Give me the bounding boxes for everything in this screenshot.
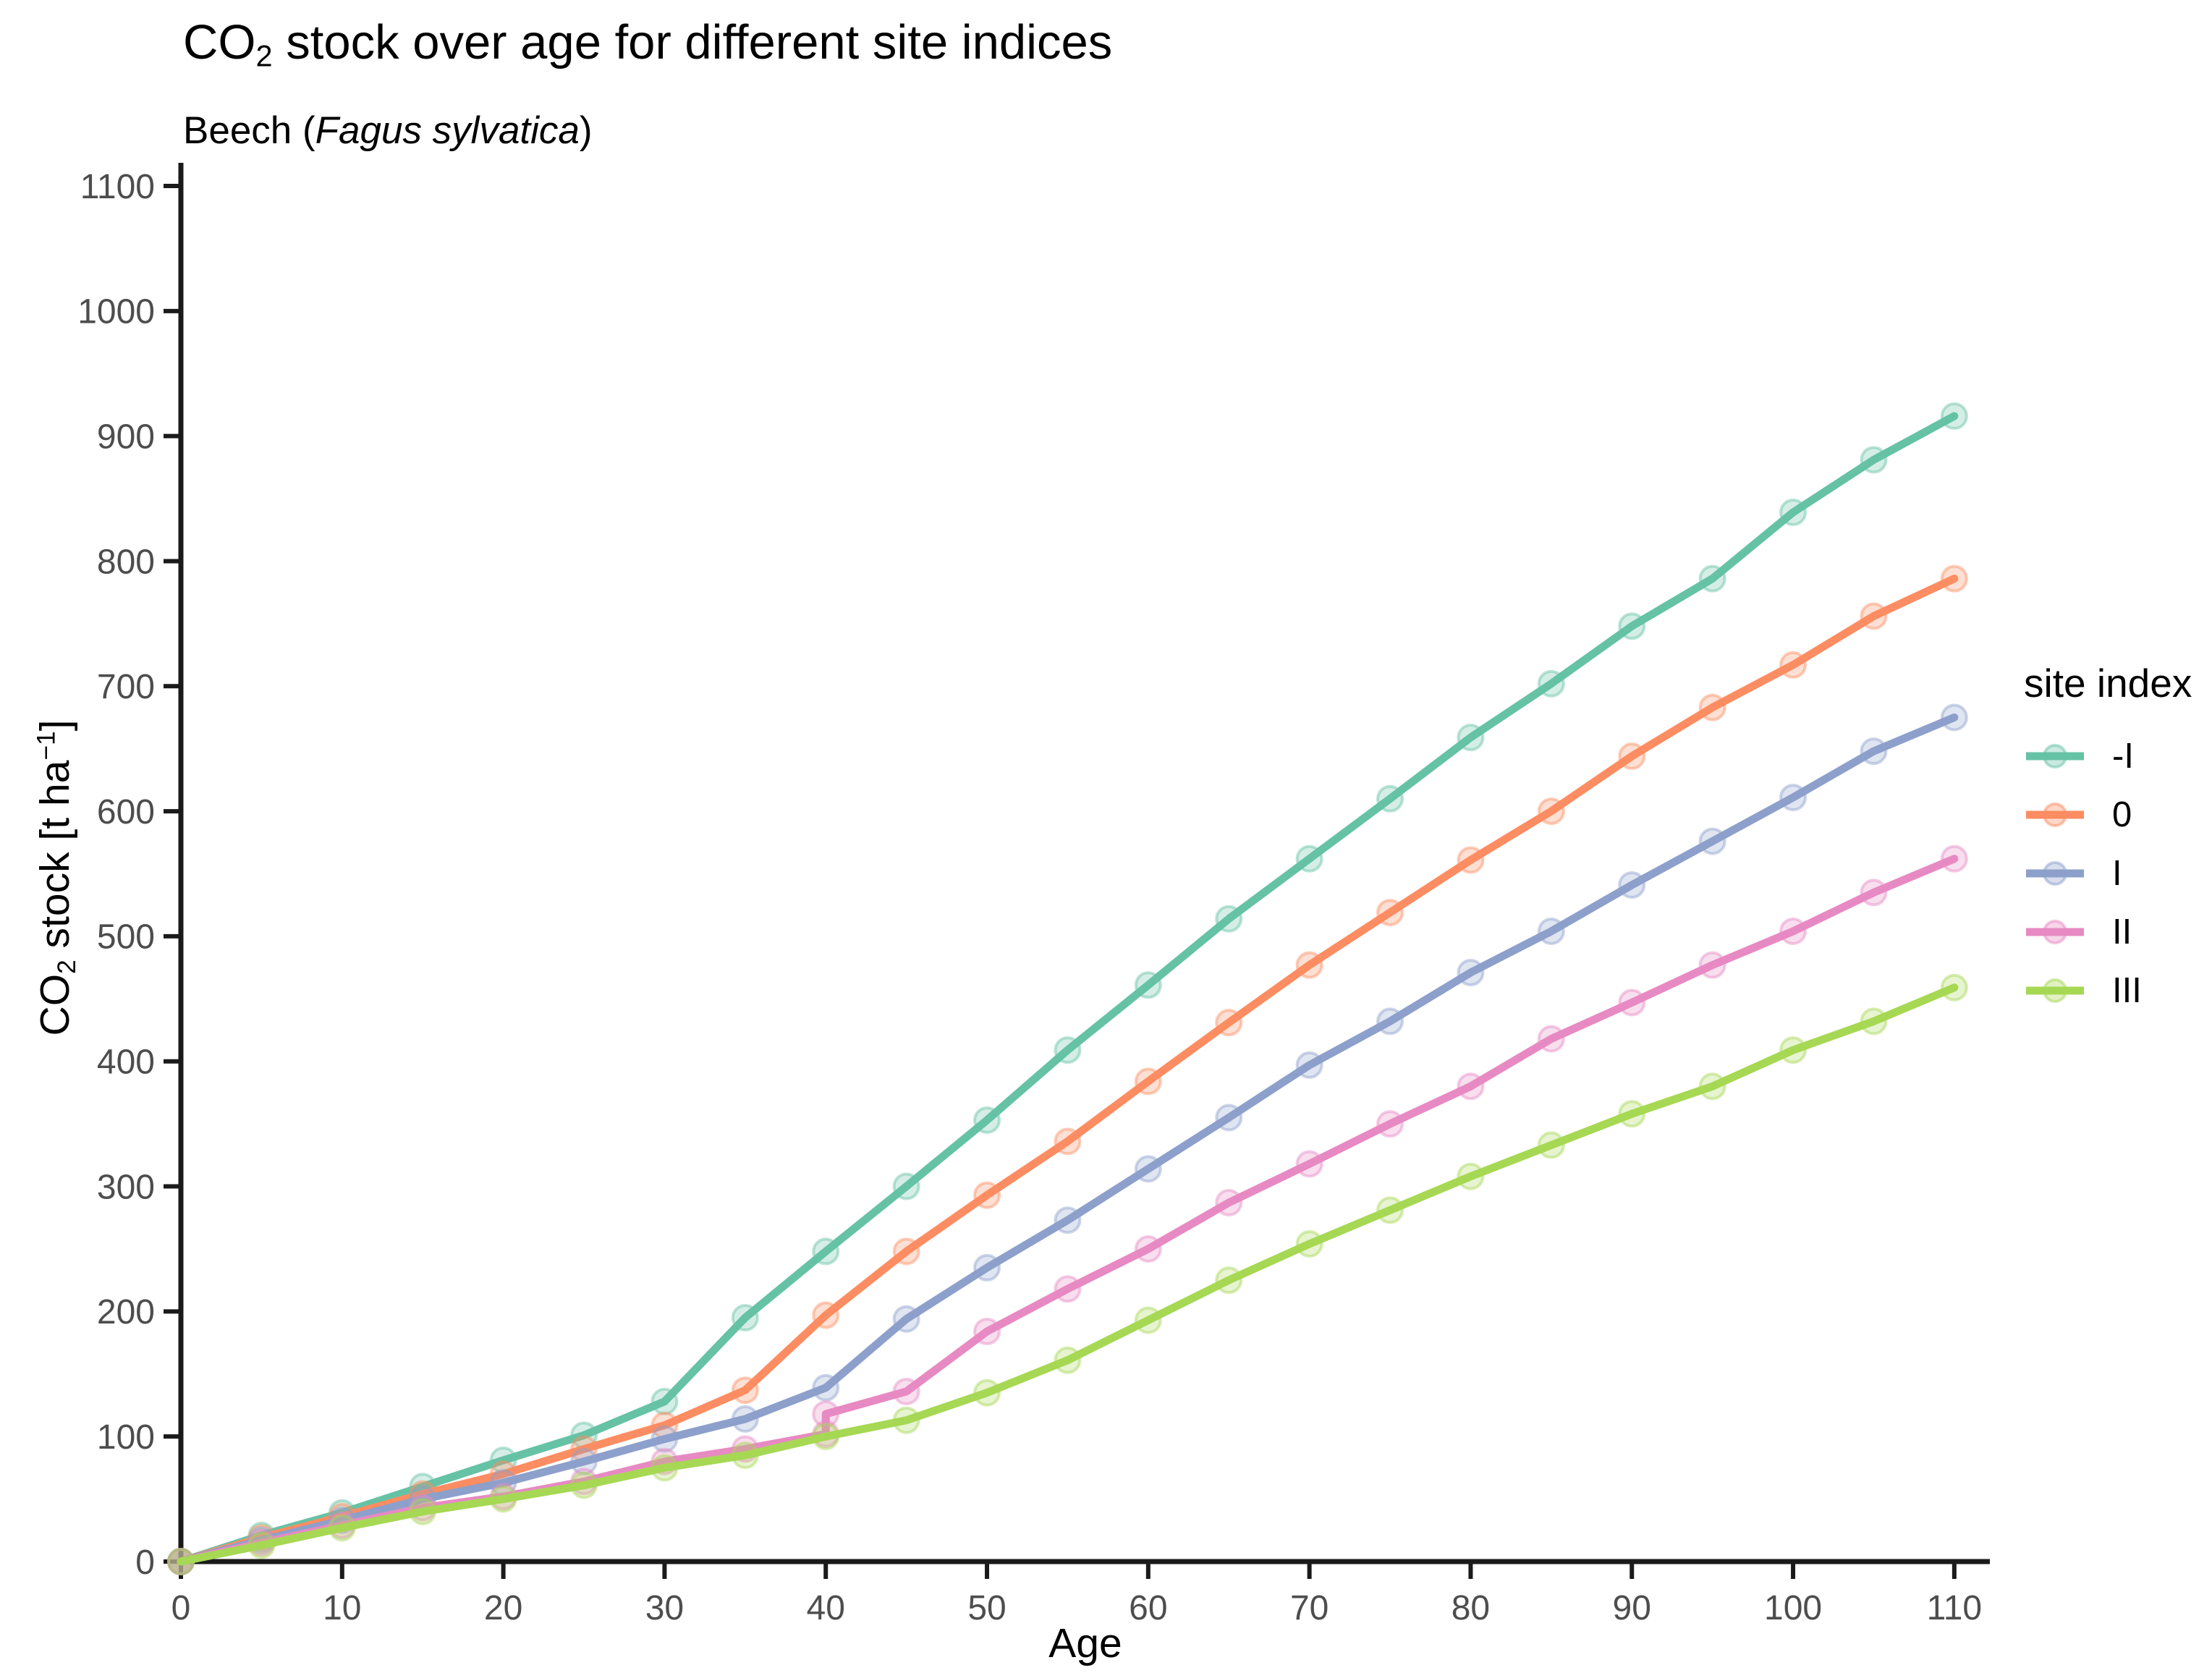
legend-item-II: II	[2024, 902, 2192, 961]
y-tick-label: 400	[97, 1043, 155, 1082]
y-tick-label: 1100	[80, 168, 155, 206]
legend-label-I: I	[2112, 853, 2122, 893]
species-name: Fagus sylvatica	[315, 109, 580, 152]
x-tick-label: 90	[1613, 1589, 1651, 1627]
x-tick-label: 20	[484, 1589, 522, 1627]
x-axis-title: Age	[1048, 1620, 1122, 1666]
y-tick-label: 200	[97, 1293, 155, 1331]
series-line-I	[177, 713, 1959, 1566]
x-tick-label: 0	[171, 1589, 191, 1627]
y-tick-label: 300	[97, 1168, 155, 1206]
y-tick-label: 0	[135, 1543, 155, 1582]
legend-item--I: -I	[2024, 727, 2192, 785]
x-tick-label: 70	[1290, 1589, 1329, 1627]
legend-key-III	[2026, 978, 2084, 1003]
chart-title: CO2 stock over age for different site in…	[183, 15, 1113, 73]
y-tick-label: 500	[97, 918, 155, 957]
x-tick-label: 50	[967, 1589, 1006, 1627]
y-tick-label: 1000	[77, 293, 155, 331]
legend: site index -I 0 I II III	[2024, 660, 2192, 1020]
legend-key--I	[2026, 743, 2084, 768]
y-tick-label: 100	[97, 1418, 155, 1457]
legend-items: -I 0 I II III	[2024, 727, 2192, 1020]
y-tick-label: 600	[97, 793, 155, 831]
y-tick-label: 700	[97, 668, 155, 706]
chart-subtitle: Beech (Fagus sylvatica)	[183, 109, 593, 152]
x-tick-label: 30	[645, 1589, 684, 1627]
legend-item-III: III	[2024, 961, 2192, 1020]
x-tick-label: 40	[807, 1589, 845, 1627]
title-subscript: 2	[255, 38, 273, 73]
series-line-0	[177, 575, 1959, 1566]
series-line--I	[177, 412, 1959, 1566]
legend-key-0	[2026, 802, 2084, 827]
x-tick-label: 110	[1927, 1589, 1983, 1627]
x-tick-label: 80	[1452, 1589, 1490, 1627]
legend-key-II	[2026, 919, 2084, 944]
legend-label-0: 0	[2112, 795, 2132, 834]
y-tick-label: 900	[97, 418, 155, 456]
x-tick-label: 10	[323, 1589, 361, 1627]
legend-label-II: II	[2112, 912, 2132, 952]
series-line-III	[177, 983, 1959, 1566]
legend-item-I: I	[2024, 844, 2192, 902]
x-tick-label: 60	[1129, 1589, 1167, 1627]
legend-title: site index	[2024, 661, 2192, 706]
legend-label--I: -I	[2112, 736, 2134, 776]
legend-item-0: 0	[2024, 785, 2192, 844]
x-tick-label: 100	[1764, 1589, 1822, 1627]
y-tick-label: 800	[97, 543, 155, 581]
legend-key-I	[2026, 860, 2084, 886]
legend-label-III: III	[2112, 970, 2142, 1010]
